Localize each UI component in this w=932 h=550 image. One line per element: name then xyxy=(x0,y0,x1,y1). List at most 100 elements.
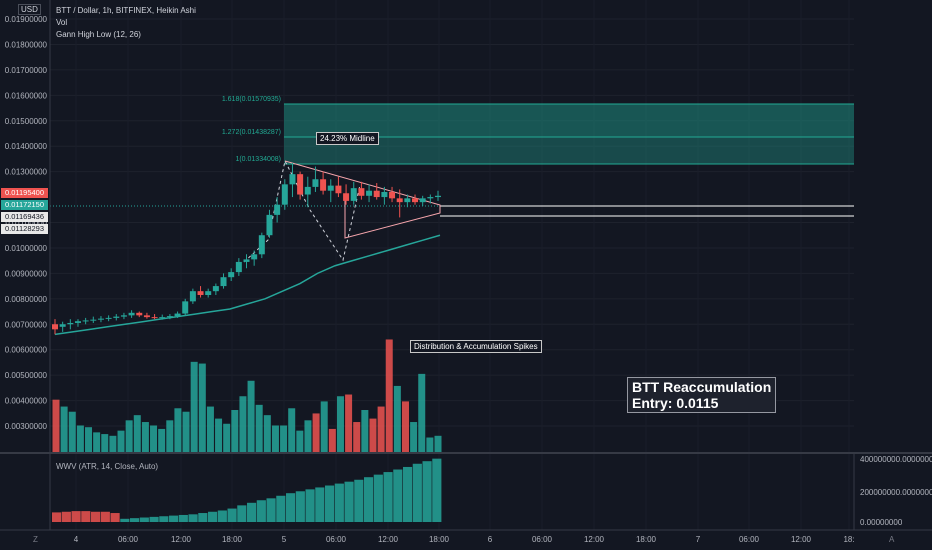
candle-body xyxy=(404,198,411,203)
volume-bar xyxy=(231,410,239,453)
wwv-bar xyxy=(149,516,159,522)
wwv-legend[interactable]: WWV (ATR, 14, Close, Auto) xyxy=(56,462,159,471)
gann-line xyxy=(54,234,441,336)
price-tick-label: 0.00800000 xyxy=(5,295,48,304)
wwv-bar xyxy=(354,479,364,522)
wwv-bar xyxy=(208,511,218,522)
auto-scale-button[interactable]: A xyxy=(889,535,895,544)
price-tag-level-2: 0.01128293 xyxy=(1,224,48,234)
gann-high-low-line xyxy=(54,234,441,336)
vol-legend[interactable]: Vol xyxy=(56,18,68,27)
currency-label: USD xyxy=(18,4,41,15)
fib-zone-upper xyxy=(284,104,854,137)
candle-body xyxy=(297,174,304,195)
wwv-bar xyxy=(169,515,179,522)
wwv-bar xyxy=(188,514,198,522)
volume-bar xyxy=(418,373,426,453)
candle-body xyxy=(174,313,181,317)
time-axis[interactable]: 4 06:00 12:00 18:00 5 06:00 12:00 18:00 6 06:00 12… xyxy=(74,535,855,544)
wwv-bar xyxy=(432,458,442,522)
candle-body xyxy=(304,186,311,195)
candle-body xyxy=(373,190,380,198)
volume-bar xyxy=(247,380,255,453)
gann-legend[interactable]: Gann High Low (12, 26) xyxy=(56,30,141,39)
spikes-annotation[interactable]: Distribution & Accumulation Spikes xyxy=(410,340,542,353)
volume-bar xyxy=(345,394,353,453)
candle-body xyxy=(235,261,242,273)
reaccumulation-note[interactable]: BTT Reaccumulation Entry: 0.0115 xyxy=(627,377,777,413)
candle-body xyxy=(189,291,196,302)
candle-body xyxy=(159,317,166,319)
volume-bar xyxy=(434,435,442,453)
fib-zone-lower xyxy=(284,137,854,164)
wwv-axis[interactable]: 400000000.00000000 200000000.00000000 0.00… xyxy=(860,455,932,527)
time-tick-label: 18:00 xyxy=(636,535,657,544)
volume-bar xyxy=(85,427,93,453)
volume-bar xyxy=(182,411,190,453)
wwv-bar xyxy=(276,495,286,522)
volume-bar xyxy=(426,437,434,453)
volume-bar xyxy=(296,430,304,453)
volume-bar xyxy=(93,432,101,453)
candle-body xyxy=(136,312,143,316)
wwv-bar xyxy=(256,500,266,522)
candle-body xyxy=(343,193,350,201)
wwv-bar xyxy=(286,493,296,522)
volume-bar xyxy=(76,425,84,453)
time-tick-label: 5 xyxy=(282,535,287,544)
wwv-bar xyxy=(198,513,208,522)
candle-body xyxy=(67,322,74,325)
wwv-bar xyxy=(237,505,247,522)
candle-body xyxy=(59,324,66,327)
wwv-bar xyxy=(178,514,188,522)
volume-bar xyxy=(361,410,369,453)
volume-bar xyxy=(255,404,263,453)
candle-body xyxy=(358,188,365,196)
time-tick-label: 12:00 xyxy=(584,535,605,544)
volume-bar xyxy=(223,423,231,453)
candle-body xyxy=(427,197,434,199)
candle-body xyxy=(396,198,403,203)
timezone-button[interactable]: Z xyxy=(33,535,38,544)
wwv-bar xyxy=(266,498,276,522)
volume-bar xyxy=(304,420,312,453)
volume-bar xyxy=(288,408,296,453)
volume-bar xyxy=(263,415,271,453)
price-tag-red: 0.01195400 xyxy=(1,188,48,198)
wwv-tick-label: 200000000.00000000 xyxy=(860,488,932,497)
candle-body xyxy=(274,204,281,215)
wwv-bar xyxy=(393,469,403,522)
note-entry: Entry: 0.0115 xyxy=(632,395,719,411)
fib-label-1: 1(0.01334008) xyxy=(235,156,281,163)
candle-body xyxy=(412,198,419,203)
wwv-bar xyxy=(422,461,432,522)
volume-bar xyxy=(133,415,141,453)
fib-label-1618: 1.618(0.01570935) xyxy=(222,96,281,103)
time-tick-label: 6 xyxy=(488,535,493,544)
volume-bar xyxy=(125,420,133,453)
price-tick-label: 0.00900000 xyxy=(5,269,48,278)
price-axis[interactable]: 0.01900000 0.01800000 0.01700000 0.01600000… xyxy=(5,15,48,431)
wwv-bar xyxy=(383,472,393,522)
time-tick-label: 06:00 xyxy=(326,535,347,544)
time-tick-label: 7 xyxy=(696,535,701,544)
symbol-title[interactable]: BTT / Dollar, 1h, BITFINEX, Heikin Ashi xyxy=(56,6,196,15)
note-title: BTT Reaccumulation xyxy=(632,379,772,395)
wwv-bar xyxy=(364,477,374,522)
volume-bar xyxy=(377,406,385,453)
midline-annotation[interactable]: 24.23% Midline xyxy=(316,132,379,145)
candle-body xyxy=(320,179,327,191)
wwv-bar xyxy=(130,518,140,522)
wwv-bar xyxy=(295,491,305,522)
price-tick-label: 0.00400000 xyxy=(5,397,48,406)
price-tick-label: 0.01100000 xyxy=(5,219,47,228)
candle-body xyxy=(120,315,127,317)
time-tick-label: 06:00 xyxy=(118,535,139,544)
volume-bar xyxy=(410,422,418,453)
volume-bar xyxy=(109,435,117,453)
wwv-bar xyxy=(412,463,422,522)
candle-body xyxy=(97,318,104,320)
volume-bar xyxy=(385,339,393,453)
volume-bars xyxy=(52,339,442,453)
candle-body xyxy=(220,277,227,287)
